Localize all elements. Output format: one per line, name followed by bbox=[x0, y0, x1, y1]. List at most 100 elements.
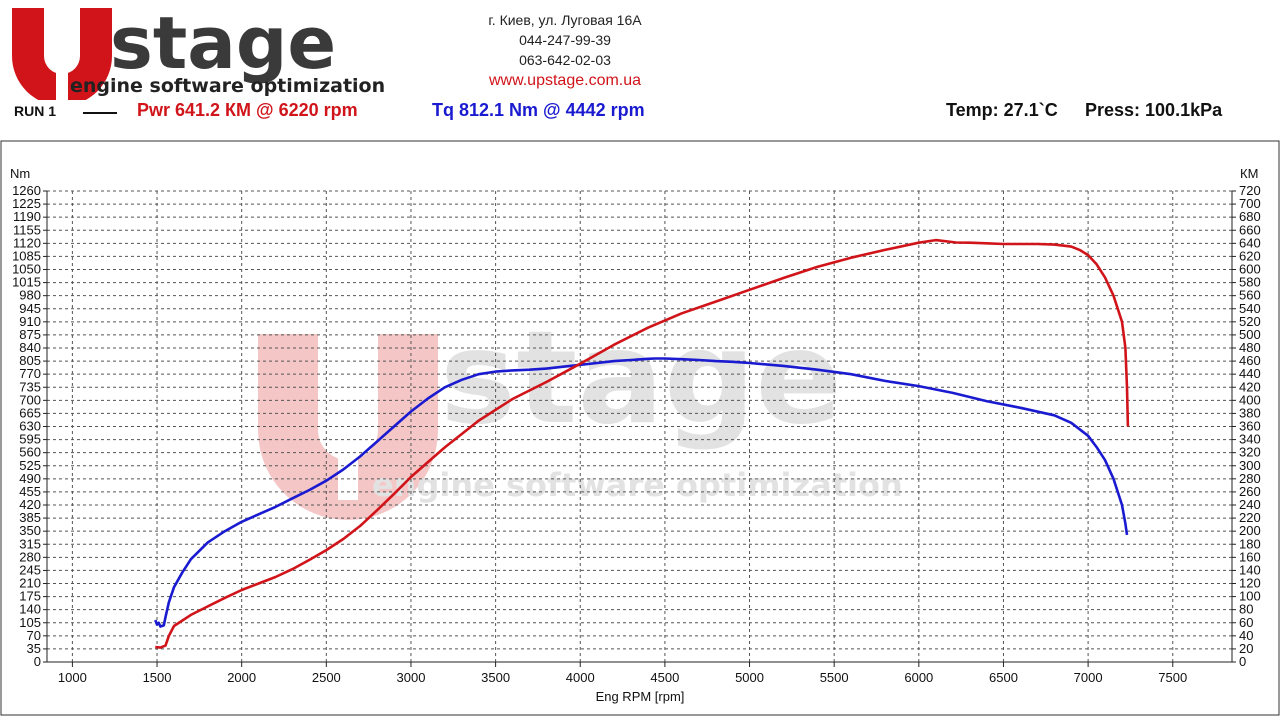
torque-peak-label: Tq 812.1 Nm @ 4442 rpm bbox=[432, 100, 645, 120]
x-tick-label: 4500 bbox=[650, 670, 679, 685]
x-tick-label: 2500 bbox=[312, 670, 341, 685]
x-tick-label: 4000 bbox=[566, 670, 595, 685]
y-tick-label: 420 bbox=[19, 497, 41, 512]
watermark-u-shape bbox=[258, 334, 438, 520]
y-axis-label: Nm bbox=[10, 166, 30, 181]
y-tick-label: 175 bbox=[19, 589, 41, 604]
y2-axis-label: КМ bbox=[1240, 166, 1258, 181]
y-tick-label: 840 bbox=[19, 340, 41, 355]
y2-tick-label: 120 bbox=[1239, 576, 1261, 591]
contact-address: г. Киев, ул. Луговая 16А bbox=[488, 12, 642, 28]
power-curve bbox=[155, 238, 1130, 649]
y-tick-label: 280 bbox=[19, 549, 41, 564]
y2-tick-label: 620 bbox=[1239, 248, 1261, 263]
y-tick-label: 875 bbox=[19, 327, 41, 342]
dyno-chart: stage engine software optimization 0 35 70… bbox=[0, 140, 1280, 716]
y2-tick-label: 560 bbox=[1239, 288, 1261, 303]
y-tick-label: 315 bbox=[19, 536, 41, 551]
y-tick-label: 140 bbox=[19, 602, 41, 617]
power-peak-label: Pwr 641.2 КМ @ 6220 rpm bbox=[137, 100, 358, 120]
y2-tick-label: 140 bbox=[1239, 562, 1261, 577]
y-tick-label: 525 bbox=[19, 458, 41, 473]
run-label: RUN 1 bbox=[14, 103, 57, 119]
y2-tick-label: 240 bbox=[1239, 497, 1261, 512]
watermark-tagline: engine software optimization bbox=[372, 466, 903, 504]
chart-frame bbox=[0, 140, 1280, 716]
x-tick-label: 1000 bbox=[58, 670, 87, 685]
logo-arrow-icon bbox=[46, 24, 78, 100]
y2-tick-label: 360 bbox=[1239, 419, 1261, 434]
x-axis-label: Eng RPM [rpm] bbox=[596, 689, 685, 704]
logo-u-shape bbox=[12, 8, 112, 100]
y2-tick-label: 600 bbox=[1239, 262, 1261, 277]
y2-tick-label: 500 bbox=[1239, 327, 1261, 342]
y-tick-label: 560 bbox=[19, 445, 41, 460]
y2-tick-label: 660 bbox=[1239, 222, 1261, 237]
contact-phone-1: 044-247-99-39 bbox=[519, 32, 611, 48]
y2-tick-label: 540 bbox=[1239, 301, 1261, 316]
y2-tick-label: 280 bbox=[1239, 471, 1261, 486]
torque-curve bbox=[154, 357, 1129, 628]
y-tick-label: 770 bbox=[19, 366, 41, 381]
x-tick-label: 6000 bbox=[904, 670, 933, 685]
y-tick-label: 1260 bbox=[12, 183, 41, 198]
y2-tick-label: 720 bbox=[1239, 183, 1261, 198]
y2-tick-label: 80 bbox=[1239, 602, 1253, 617]
y-tick-label: 350 bbox=[19, 523, 41, 538]
temperature-label: Temp: 27.1`C bbox=[946, 100, 1058, 120]
pressure-label: Press: 100.1kPa bbox=[1085, 100, 1223, 120]
chart-axes: 0357010514017521024528031535038542045549… bbox=[12, 183, 1261, 685]
y2-tick-label: 180 bbox=[1239, 536, 1261, 551]
x-tick-label: 5000 bbox=[735, 670, 764, 685]
y2-tick-label: 480 bbox=[1239, 340, 1261, 355]
y-tick-label: 35 bbox=[27, 641, 41, 656]
y2-tick-label: 580 bbox=[1239, 275, 1261, 290]
y2-tick-label: 460 bbox=[1239, 353, 1261, 368]
upstage-logo: stage engine software optimization bbox=[12, 4, 385, 100]
logo-tagline: engine software optimization bbox=[70, 75, 385, 97]
chart-series bbox=[154, 238, 1130, 649]
y-tick-label: 1015 bbox=[12, 275, 41, 290]
y2-tick-label: 520 bbox=[1239, 314, 1261, 329]
y2-tick-label: 340 bbox=[1239, 432, 1261, 447]
y-tick-label: 385 bbox=[19, 510, 41, 525]
y2-tick-label: 200 bbox=[1239, 523, 1261, 538]
y2-tick-label: 680 bbox=[1239, 209, 1261, 224]
y-tick-label: 105 bbox=[19, 615, 41, 630]
y2-tick-label: 440 bbox=[1239, 366, 1261, 381]
y-tick-label: 1120 bbox=[13, 235, 41, 250]
y-tick-label: 945 bbox=[19, 301, 41, 316]
y-tick-label: 910 bbox=[19, 314, 41, 329]
y2-tick-label: 220 bbox=[1239, 510, 1261, 525]
y-tick-label: 1155 bbox=[13, 222, 41, 237]
y-tick-label: 700 bbox=[19, 392, 41, 407]
watermark-brand: stage bbox=[440, 304, 842, 453]
y-tick-label: 245 bbox=[19, 562, 41, 577]
x-tick-label: 3000 bbox=[397, 670, 426, 685]
x-tick-label: 7500 bbox=[1158, 670, 1187, 685]
y2-tick-label: 260 bbox=[1239, 484, 1261, 499]
contact-phone-2: 063-642-02-03 bbox=[519, 52, 611, 68]
x-tick-label: 1500 bbox=[143, 670, 172, 685]
y-tick-label: 210 bbox=[19, 576, 41, 591]
y-tick-label: 490 bbox=[19, 471, 41, 486]
y2-tick-label: 400 bbox=[1239, 392, 1261, 407]
y2-tick-label: 640 bbox=[1239, 235, 1261, 250]
y-tick-label: 630 bbox=[19, 419, 41, 434]
x-tick-label: 5500 bbox=[820, 670, 849, 685]
run-legend-line bbox=[83, 112, 117, 114]
y2-tick-label: 380 bbox=[1239, 405, 1261, 420]
chart-grid bbox=[47, 190, 1232, 663]
y2-tick-label: 60 bbox=[1239, 615, 1253, 630]
x-tick-label: 3500 bbox=[481, 670, 510, 685]
y2-tick-label: 700 bbox=[1239, 196, 1261, 211]
y2-tick-label: 100 bbox=[1239, 589, 1261, 604]
x-tick-label: 7000 bbox=[1074, 670, 1103, 685]
y-tick-label: 595 bbox=[19, 432, 41, 447]
y-tick-label: 1085 bbox=[12, 248, 41, 263]
y2-tick-label: 0 bbox=[1239, 654, 1246, 669]
y-tick-label: 665 bbox=[19, 405, 41, 420]
y-tick-label: 455 bbox=[19, 484, 41, 499]
y2-tick-label: 160 bbox=[1239, 549, 1261, 564]
y-tick-label: 1225 bbox=[12, 196, 41, 211]
